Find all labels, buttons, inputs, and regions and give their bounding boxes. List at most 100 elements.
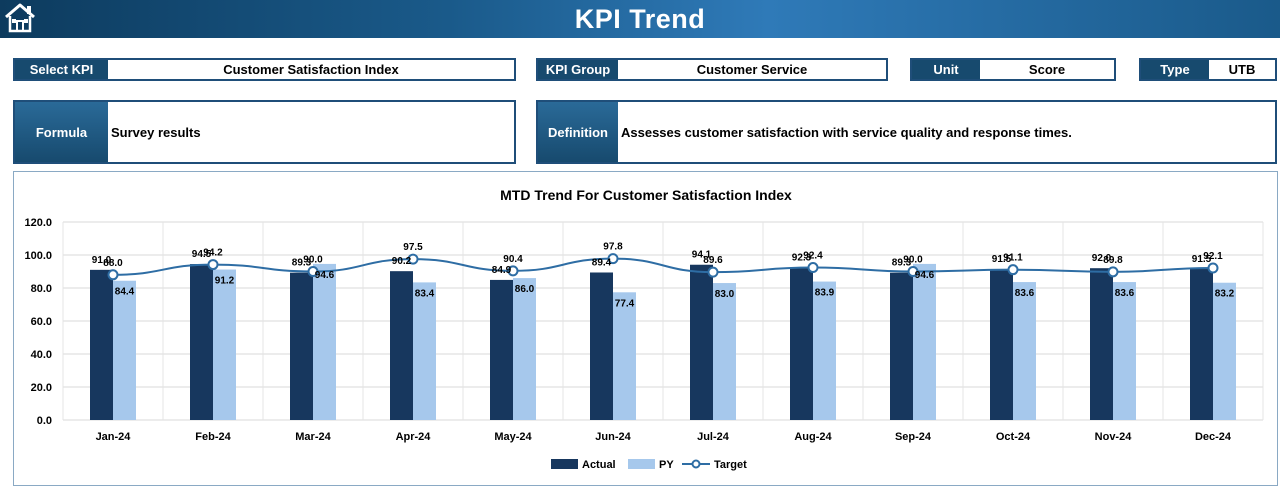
target-marker bbox=[607, 253, 619, 265]
data-label-target: 97.5 bbox=[403, 242, 423, 253]
select-kpi-field[interactable]: Select KPI Customer Satisfaction Index bbox=[13, 58, 516, 81]
y-tick-label: 40.0 bbox=[31, 349, 52, 361]
data-label-py: 91.2 bbox=[215, 276, 235, 287]
legend-swatch-actual bbox=[551, 459, 578, 469]
target-marker bbox=[1207, 262, 1219, 274]
bar-py bbox=[313, 263, 336, 420]
bar-py bbox=[913, 263, 936, 420]
y-tick-label: 20.0 bbox=[31, 382, 52, 394]
data-label-target: 90.0 bbox=[903, 255, 923, 266]
y-tick-label: 100.0 bbox=[24, 250, 52, 262]
unit-field: Unit Score bbox=[910, 58, 1116, 81]
bar-py bbox=[1113, 282, 1136, 420]
data-label-target: 89.6 bbox=[703, 255, 723, 266]
data-label-target: 97.8 bbox=[603, 242, 623, 253]
y-tick-label: 0.0 bbox=[37, 415, 52, 427]
x-tick-label: Jan-24 bbox=[96, 431, 132, 443]
unit-value: Score bbox=[1028, 62, 1066, 77]
target-marker bbox=[1107, 266, 1119, 278]
type-label: Type bbox=[1141, 60, 1209, 79]
trend-chart: MTD Trend For Customer Satisfaction Inde… bbox=[24, 187, 1264, 471]
bar-actual bbox=[390, 271, 413, 420]
bar-py bbox=[813, 281, 836, 420]
x-tick-label: Nov-24 bbox=[1095, 431, 1133, 443]
bar-py bbox=[1213, 282, 1236, 420]
kpi-group-value: Customer Service bbox=[696, 62, 808, 77]
data-label-py: 84.4 bbox=[115, 287, 135, 298]
bar-actual bbox=[590, 272, 613, 420]
y-tick-label: 80.0 bbox=[31, 283, 52, 295]
page-header: KPI Trend bbox=[0, 0, 1280, 38]
legend-label-actual: Actual bbox=[582, 459, 616, 471]
select-kpi-label: Select KPI bbox=[15, 60, 108, 79]
data-label-py: 94.6 bbox=[315, 270, 335, 281]
data-label-actual: 91.0 bbox=[92, 255, 112, 266]
bar-actual bbox=[990, 269, 1013, 420]
type-value: UTB bbox=[1228, 62, 1256, 77]
data-label-py: 83.6 bbox=[1115, 288, 1135, 299]
bar-actual bbox=[190, 264, 213, 420]
target-marker bbox=[507, 265, 519, 277]
formula-label: Formula bbox=[15, 102, 108, 162]
data-label-actual: 91.5 bbox=[1192, 254, 1212, 265]
data-label-actual: 91.5 bbox=[992, 254, 1012, 265]
x-tick-label: May-24 bbox=[494, 431, 532, 443]
y-tick-label: 60.0 bbox=[31, 316, 52, 328]
x-tick-label: Oct-24 bbox=[996, 431, 1031, 443]
x-tick-label: Jun-24 bbox=[595, 431, 631, 443]
bar-actual bbox=[790, 267, 813, 420]
x-tick-label: Sep-24 bbox=[895, 431, 932, 443]
target-marker bbox=[907, 266, 919, 277]
data-label-actual: 84.9 bbox=[492, 265, 512, 276]
target-marker bbox=[307, 266, 319, 277]
definition-box: Definition Assesses customer satisfactio… bbox=[536, 100, 1277, 164]
data-label-target: 92.4 bbox=[803, 251, 823, 262]
bar-py bbox=[413, 282, 436, 420]
data-label-actual: 94.5 bbox=[192, 249, 212, 260]
target-marker bbox=[1007, 264, 1019, 276]
legend-swatch-py bbox=[628, 459, 655, 469]
data-label-py: 83.6 bbox=[1015, 288, 1035, 299]
bar-actual bbox=[890, 272, 913, 420]
x-tick-label: Jul-24 bbox=[697, 431, 730, 443]
y-tick-label: 120.0 bbox=[24, 217, 52, 229]
legend-label-target: Target bbox=[714, 459, 747, 471]
x-tick-label: Mar-24 bbox=[295, 431, 331, 443]
data-label-actual: 90.2 bbox=[392, 256, 412, 267]
data-label-target: 90.0 bbox=[303, 255, 323, 266]
trend-chart-panel: MTD Trend For Customer Satisfaction Inde… bbox=[13, 171, 1278, 486]
formula-box: Formula Survey results bbox=[13, 100, 516, 164]
data-label-py: 83.9 bbox=[815, 288, 835, 299]
x-tick-label: Feb-24 bbox=[195, 431, 231, 443]
x-tick-label: Aug-24 bbox=[794, 431, 832, 443]
bar-py bbox=[513, 278, 536, 420]
target-marker bbox=[407, 253, 419, 265]
select-kpi-value[interactable]: Customer Satisfaction Index bbox=[223, 62, 399, 77]
x-tick-label: Dec-24 bbox=[1195, 431, 1232, 443]
definition-label: Definition bbox=[538, 102, 618, 162]
data-label-target: 94.2 bbox=[203, 248, 223, 259]
type-field: Type UTB bbox=[1139, 58, 1277, 81]
kpi-group-field: KPI Group Customer Service bbox=[536, 58, 888, 81]
definition-value: Assesses customer satisfaction with serv… bbox=[621, 124, 1072, 140]
data-label-py: 83.4 bbox=[415, 288, 435, 299]
data-label-target: 89.8 bbox=[1103, 255, 1123, 266]
bar-py bbox=[1013, 282, 1036, 420]
data-label-target: 88.0 bbox=[103, 258, 123, 269]
data-label-target: 91.1 bbox=[1003, 253, 1023, 264]
chart-title: MTD Trend For Customer Satisfaction Inde… bbox=[500, 187, 792, 203]
bar-actual bbox=[90, 269, 113, 420]
data-label-actual: 89.4 bbox=[592, 257, 612, 268]
bar-py bbox=[113, 280, 136, 420]
data-label-target: 90.4 bbox=[503, 254, 523, 265]
bar-py bbox=[713, 283, 736, 420]
x-tick-label: Apr-24 bbox=[396, 431, 432, 443]
home-icon bbox=[5, 3, 35, 33]
bar-actual bbox=[290, 272, 313, 420]
home-button[interactable] bbox=[2, 1, 38, 35]
legend-label-py: PY bbox=[659, 459, 674, 471]
target-marker bbox=[707, 266, 719, 278]
page-title: KPI Trend bbox=[574, 3, 706, 34]
bar-actual bbox=[690, 264, 713, 420]
bar-actual bbox=[490, 279, 513, 420]
